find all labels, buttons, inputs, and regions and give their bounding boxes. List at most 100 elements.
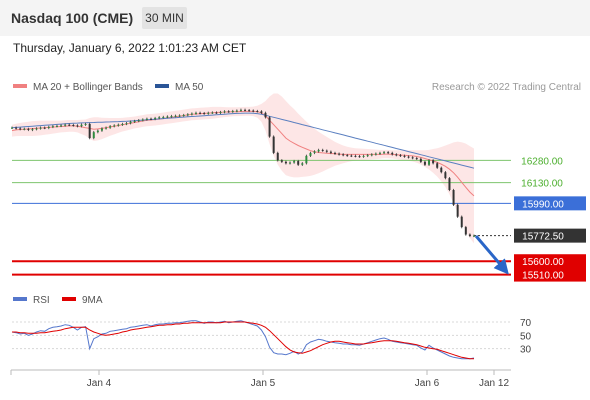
candle — [301, 162, 304, 166]
candle — [338, 152, 341, 156]
candle — [141, 118, 144, 122]
candle — [432, 159, 435, 165]
candle — [219, 110, 222, 115]
candle — [190, 112, 193, 116]
candle — [137, 119, 140, 123]
legend-label-ma20: MA 20 + Bollinger Bands — [33, 82, 143, 93]
candle — [333, 151, 336, 155]
candle — [313, 150, 316, 155]
candle — [203, 111, 206, 115]
timestamp: Thursday, January 6, 2022 1:01:23 AM CET — [13, 41, 247, 55]
candle — [284, 160, 287, 165]
candle — [68, 123, 71, 127]
candle — [31, 127, 34, 132]
candle — [260, 110, 263, 115]
level-labels: 16280.00 16130.00 15990.00 15772.50 15600.00… — [514, 156, 586, 282]
candle — [235, 109, 238, 113]
candle — [468, 233, 471, 238]
candle — [448, 176, 451, 192]
rsi-tick-label: 70 — [520, 318, 532, 329]
candle — [72, 123, 75, 127]
candle — [100, 127, 103, 132]
candle — [11, 126, 13, 129]
candle — [329, 150, 332, 155]
candle — [387, 150, 390, 155]
candle — [248, 108, 251, 112]
candle — [125, 122, 128, 126]
legend-swatch-ma20 — [13, 84, 27, 88]
candle — [199, 111, 202, 115]
candle — [223, 110, 226, 114]
candle — [440, 166, 443, 174]
legend-swatch-rsi — [13, 297, 27, 301]
candle — [231, 109, 234, 113]
level-label-box — [514, 254, 586, 269]
candle — [129, 120, 132, 125]
credit-text: Research © 2022 Trading Central — [432, 82, 581, 93]
candle — [158, 116, 161, 120]
candle — [150, 117, 153, 121]
candle — [145, 117, 148, 121]
candle — [170, 114, 173, 118]
candle — [133, 119, 136, 123]
candle — [428, 159, 431, 166]
candle — [23, 127, 26, 131]
candle — [383, 150, 386, 155]
candle — [407, 155, 410, 159]
candle — [354, 154, 357, 158]
candle — [280, 159, 283, 163]
rsi-series-9ma — [12, 321, 474, 360]
rsi-gridlines: 70 50 30 — [12, 318, 532, 356]
candle — [19, 127, 22, 131]
candle — [419, 157, 422, 163]
bollinger-band-fill — [12, 93, 474, 244]
rsi-lines — [11, 320, 475, 360]
candle — [105, 126, 108, 130]
candle — [391, 151, 394, 156]
candle — [35, 127, 38, 131]
candle — [64, 123, 67, 127]
legend-label-rsi: RSI — [33, 295, 50, 306]
candle — [182, 113, 185, 117]
candle — [464, 225, 467, 236]
candle — [186, 113, 189, 117]
candle — [403, 154, 406, 158]
x-axis-label: Jan 5 — [251, 378, 276, 389]
candle — [289, 161, 292, 165]
x-axis-label: Jan 4 — [87, 378, 112, 389]
candle — [460, 215, 463, 229]
candle — [473, 234, 475, 238]
interval-button[interactable]: 30 MIN — [142, 7, 187, 29]
candle — [342, 153, 345, 157]
candle — [154, 116, 157, 121]
candle — [51, 125, 54, 129]
candle — [121, 122, 124, 126]
candle — [436, 162, 439, 169]
candle — [252, 109, 255, 113]
candle — [309, 151, 312, 158]
rsi-tick-label: 50 — [520, 331, 532, 342]
legend-swatch-9ma — [62, 297, 76, 301]
candle — [113, 124, 116, 128]
rsi-tick-label: 30 — [520, 345, 532, 356]
candle — [378, 151, 381, 155]
x-axis-label: Jan 12 — [479, 378, 509, 389]
candle — [370, 153, 373, 157]
candle — [444, 171, 447, 180]
candle — [39, 126, 42, 130]
ma50-line — [11, 112, 475, 169]
x-axis: Jan 4 Jan 5 Jan 6 Jan 12 — [10, 369, 511, 389]
candle — [55, 124, 58, 128]
candle — [358, 154, 361, 158]
candle — [211, 111, 214, 115]
level-label: 16280.00 — [521, 156, 563, 167]
candle — [268, 116, 271, 138]
candle — [366, 153, 369, 158]
candle — [27, 127, 30, 132]
candle — [415, 156, 418, 161]
candlesticks — [11, 108, 475, 238]
candle — [297, 159, 300, 166]
candle — [456, 203, 459, 218]
forecast-arrow-icon — [474, 235, 509, 275]
